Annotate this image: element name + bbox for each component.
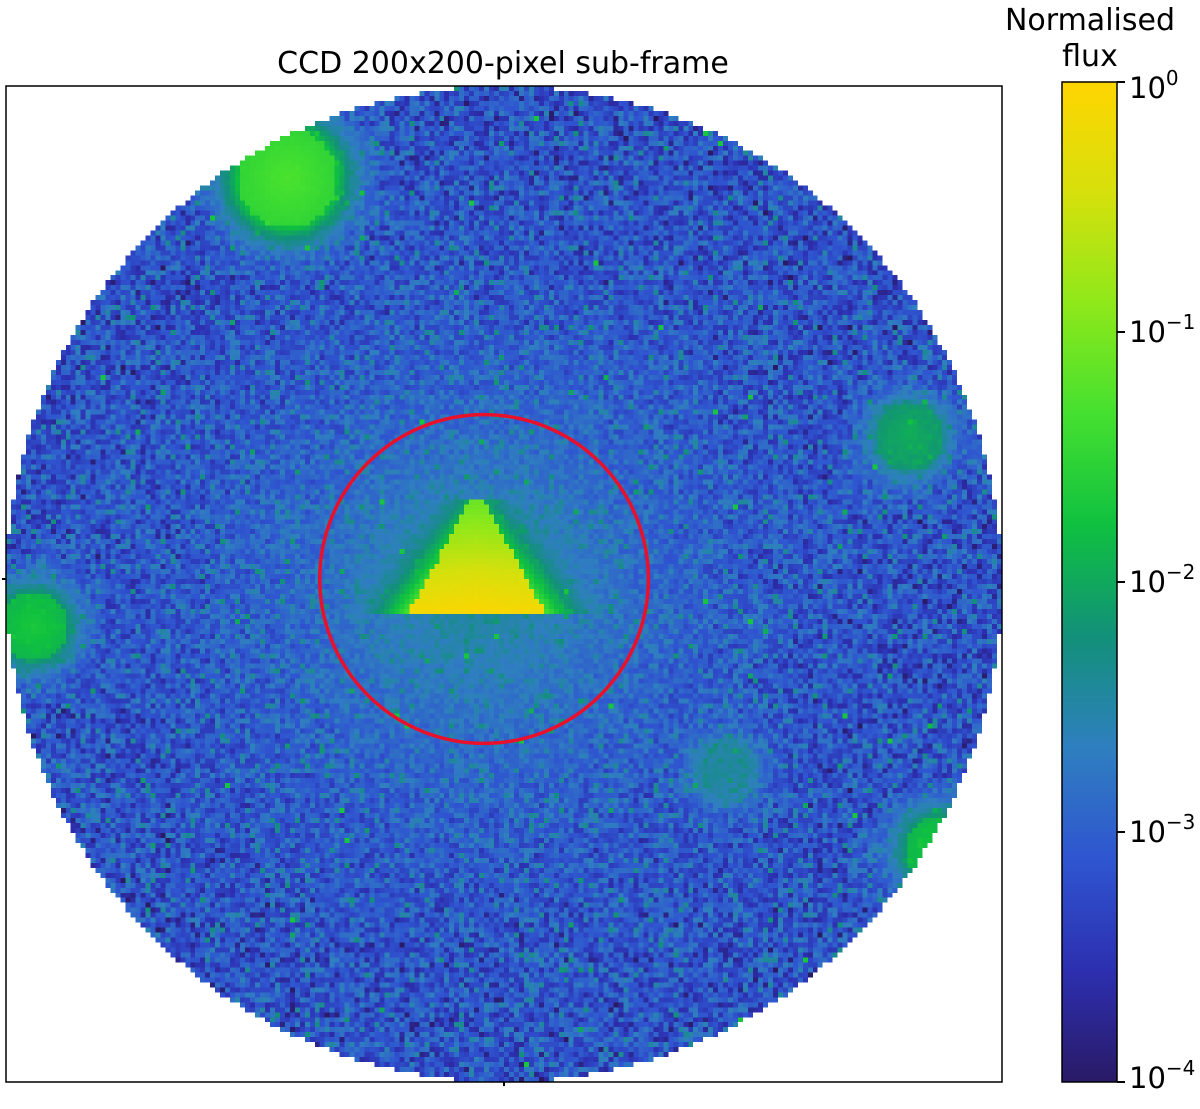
colorbar-tick-label-1: 10−1 (1129, 310, 1195, 349)
colorbar-tick-label-3: 10−3 (1129, 810, 1195, 849)
heatmap-pixels (6, 86, 1002, 1082)
colorbar-tick-label-2: 10−2 (1129, 560, 1195, 599)
colorbar-tick-label-0: 100 (1129, 66, 1179, 105)
colorbar-label-line1: Normalised (1005, 3, 1175, 38)
colorbar-gradient (1061, 81, 1118, 1083)
photometric-aperture-circle (317, 412, 651, 746)
colorbar-label-line2: flux (1062, 39, 1118, 74)
chart-title: CCD 200x200-pixel sub-frame (277, 46, 729, 81)
colorbar: Normalised flux 100 10−1 10−2 10−3 10−4 (1005, 3, 1195, 1095)
ccd-image (2, 85, 1003, 1086)
colorbar-tick-label-4: 10−4 (1129, 1056, 1195, 1095)
